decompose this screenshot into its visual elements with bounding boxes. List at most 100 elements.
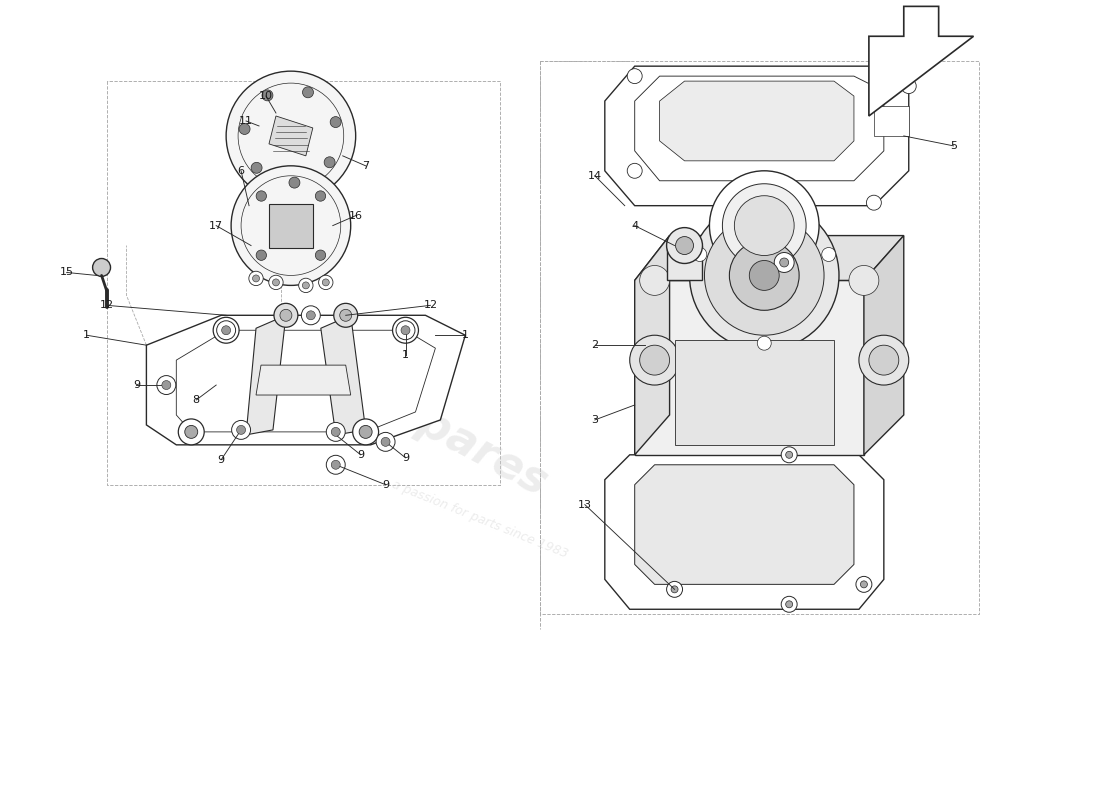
Text: 17: 17	[209, 221, 223, 230]
Polygon shape	[270, 204, 312, 247]
Circle shape	[757, 336, 771, 350]
Text: 12: 12	[99, 300, 113, 310]
Polygon shape	[146, 315, 465, 445]
Circle shape	[402, 326, 410, 334]
Polygon shape	[635, 76, 883, 181]
Polygon shape	[667, 246, 703, 281]
Circle shape	[330, 117, 341, 127]
Text: 3: 3	[592, 415, 598, 425]
Text: 10: 10	[258, 91, 273, 101]
Circle shape	[781, 447, 798, 462]
Circle shape	[667, 228, 703, 263]
Circle shape	[671, 586, 678, 593]
Circle shape	[221, 326, 231, 334]
Circle shape	[360, 426, 372, 438]
Circle shape	[780, 258, 789, 267]
Circle shape	[301, 306, 320, 325]
Polygon shape	[674, 340, 834, 445]
Text: 1: 1	[462, 330, 469, 340]
Circle shape	[640, 345, 670, 375]
Text: 16: 16	[349, 210, 363, 221]
Polygon shape	[270, 116, 312, 156]
Text: 4: 4	[631, 221, 638, 230]
Circle shape	[729, 241, 799, 310]
Circle shape	[340, 310, 352, 322]
Circle shape	[213, 318, 239, 343]
Text: 15: 15	[59, 267, 74, 278]
Circle shape	[856, 576, 872, 592]
Circle shape	[185, 426, 198, 438]
Circle shape	[289, 177, 300, 188]
Polygon shape	[605, 455, 883, 610]
Circle shape	[251, 162, 262, 174]
Circle shape	[629, 335, 680, 385]
Circle shape	[640, 266, 670, 295]
Circle shape	[220, 324, 232, 337]
Circle shape	[227, 71, 355, 201]
Text: 11: 11	[239, 116, 253, 126]
Circle shape	[241, 176, 341, 275]
Circle shape	[92, 258, 110, 277]
Circle shape	[157, 375, 176, 394]
Circle shape	[249, 271, 263, 286]
Text: 6: 6	[238, 166, 244, 176]
Circle shape	[867, 195, 881, 210]
Circle shape	[274, 303, 298, 327]
Text: 12: 12	[424, 300, 438, 310]
Circle shape	[704, 216, 824, 335]
Circle shape	[217, 321, 235, 340]
Circle shape	[627, 163, 642, 178]
Circle shape	[675, 237, 693, 254]
Text: 9: 9	[218, 454, 224, 465]
Text: 14: 14	[587, 170, 602, 181]
Circle shape	[327, 422, 345, 442]
Polygon shape	[864, 235, 904, 455]
Circle shape	[306, 311, 316, 320]
Circle shape	[393, 318, 418, 343]
Circle shape	[178, 419, 205, 445]
Circle shape	[268, 275, 283, 290]
Circle shape	[710, 170, 820, 281]
Circle shape	[693, 247, 707, 262]
Circle shape	[239, 123, 250, 134]
Text: 9: 9	[358, 450, 364, 460]
Circle shape	[859, 335, 909, 385]
Circle shape	[849, 266, 879, 295]
Circle shape	[627, 69, 642, 84]
Circle shape	[316, 191, 326, 201]
Text: 13: 13	[578, 500, 592, 510]
Text: 1: 1	[84, 330, 90, 340]
Polygon shape	[873, 106, 909, 136]
Circle shape	[299, 278, 314, 293]
Circle shape	[353, 419, 378, 445]
Circle shape	[238, 83, 343, 189]
Circle shape	[319, 275, 333, 290]
Circle shape	[256, 191, 266, 201]
Circle shape	[236, 426, 245, 434]
Circle shape	[860, 581, 868, 588]
Circle shape	[869, 345, 899, 375]
Circle shape	[774, 253, 794, 273]
Circle shape	[376, 432, 395, 451]
Circle shape	[333, 303, 358, 327]
Text: 1: 1	[402, 350, 409, 360]
Circle shape	[327, 455, 345, 474]
Circle shape	[322, 279, 329, 286]
Circle shape	[253, 275, 260, 282]
Circle shape	[316, 250, 326, 260]
Text: 9: 9	[133, 380, 140, 390]
Polygon shape	[321, 315, 365, 435]
Circle shape	[231, 166, 351, 286]
Circle shape	[324, 157, 336, 168]
Circle shape	[279, 310, 292, 322]
Circle shape	[162, 381, 170, 390]
Text: 5: 5	[950, 141, 957, 151]
Text: 9: 9	[402, 453, 409, 462]
Polygon shape	[605, 66, 909, 206]
Circle shape	[302, 282, 309, 289]
Circle shape	[735, 196, 794, 255]
Circle shape	[723, 184, 806, 267]
Polygon shape	[869, 6, 974, 116]
Circle shape	[781, 596, 798, 612]
Polygon shape	[246, 315, 286, 435]
